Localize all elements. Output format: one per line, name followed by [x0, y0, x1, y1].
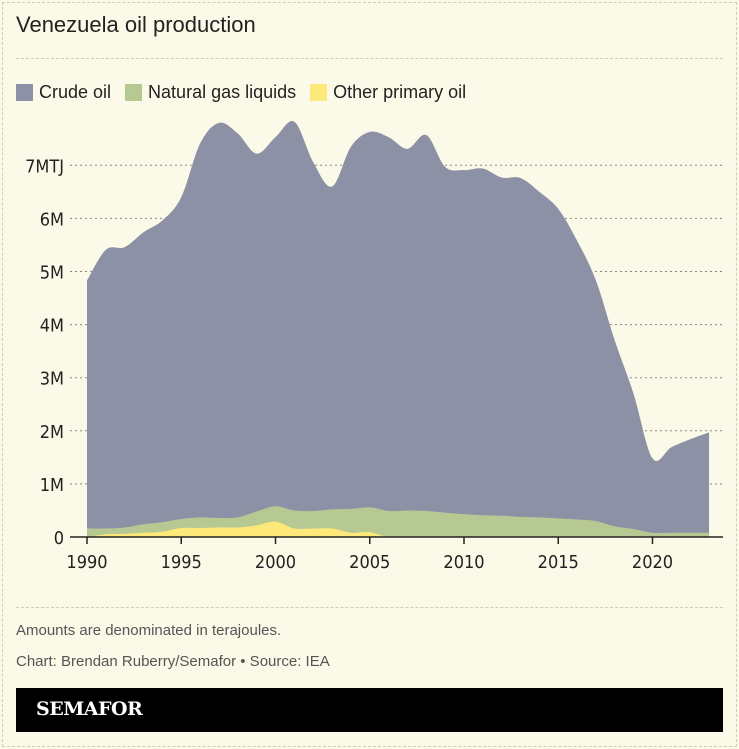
y-tick-label: 0 [54, 528, 64, 549]
x-tick-label: 1990 [66, 552, 107, 573]
x-tick-label: 2020 [632, 552, 673, 573]
chart-title: Venezuela oil production [16, 12, 256, 37]
legend-swatch [125, 84, 143, 101]
legend-label: Natural gas liquids [148, 82, 297, 102]
y-tick-label: 4M [40, 316, 64, 337]
divider [16, 58, 723, 59]
credit: Chart: Brendan Ruberry/Semafor • Source:… [16, 653, 330, 670]
legend-item-other: Other primary oil [310, 82, 466, 103]
legend-item-ngl: Natural gas liquids [125, 82, 296, 103]
y-tick-label: 5M [40, 263, 64, 284]
area-other-primary-oil [87, 521, 710, 538]
legend-item-crude-oil: Crude oil [16, 82, 111, 103]
brand-bar: SEMAFOR [16, 688, 723, 732]
y-tick-label: 2M [40, 422, 64, 443]
footnote: Amounts are denominated in terajoules. [16, 622, 282, 639]
legend: Crude oil Natural gas liquids Other prim… [16, 82, 466, 103]
area-crude-oil [87, 121, 710, 537]
legend-label: Crude oil [39, 82, 112, 102]
legend-swatch [16, 84, 33, 101]
y-tick-label: 6M [40, 209, 64, 230]
x-tick-label: 1995 [161, 552, 202, 573]
x-tick-label: 2015 [538, 552, 579, 573]
x-tick-label: 2005 [349, 552, 390, 573]
legend-label: Other primary oil [333, 82, 467, 102]
brand-logo: SEMAFOR [36, 698, 143, 720]
y-tick-label: 3M [40, 369, 64, 390]
y-tick-label: 7MTJ [25, 156, 64, 177]
x-tick-label: 2000 [255, 552, 296, 573]
legend-swatch [310, 84, 328, 101]
divider [16, 607, 723, 608]
y-tick-label: 1M [40, 475, 64, 496]
chart-plot: 0 1M 2M 3M 4M 5M 6M 7MTJ 1990 1995 2000 2005 2010 201… [25, 121, 723, 573]
x-tick-label: 2010 [443, 552, 484, 573]
